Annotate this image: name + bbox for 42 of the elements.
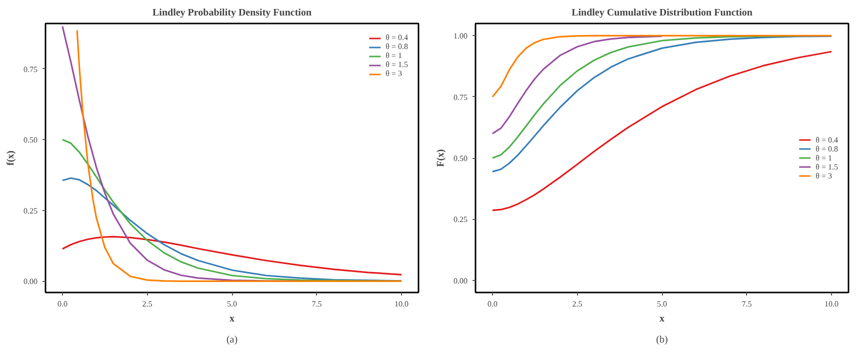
x-axis-title: x xyxy=(660,314,664,324)
legend-label: θ = 3 xyxy=(816,171,833,180)
y-tick-label: 0.50 xyxy=(24,136,38,145)
y-axis-title: f(x) xyxy=(6,150,16,166)
x-tick-label: 0.0 xyxy=(487,300,498,308)
legend-label: θ = 1.5 xyxy=(386,60,408,69)
x-tick-label: 10.0 xyxy=(824,300,839,308)
x-tick-label: 10.0 xyxy=(394,300,409,308)
y-tick-label: 1.00 xyxy=(454,32,468,41)
y-tick-label: 0.25 xyxy=(24,206,38,216)
line-series xyxy=(62,236,402,276)
x-tick-label: 5.0 xyxy=(657,300,667,308)
line-series xyxy=(62,177,402,282)
line-series xyxy=(492,34,832,98)
legend-label: θ = 0.4 xyxy=(386,33,408,42)
x-tick-label: 5.0 xyxy=(227,300,237,308)
x-tick-label: 2.5 xyxy=(142,300,152,308)
x-tick-label: 2.5 xyxy=(572,300,582,308)
chart-title: Lindley Probability Density Function xyxy=(152,8,312,18)
legend-label: θ = 1 xyxy=(386,51,403,60)
y-tick-label: 0.75 xyxy=(24,64,38,74)
y-tick-label: 0.00 xyxy=(454,276,468,286)
legend-label: θ = 0.8 xyxy=(386,42,408,51)
legend-label: θ = 1 xyxy=(816,153,833,162)
legend-label: θ = 1.5 xyxy=(816,162,838,171)
chart-title: Lindley Cumulative Distribution Function xyxy=(572,8,753,18)
line-series xyxy=(492,35,663,134)
x-axis-title: x xyxy=(230,314,234,324)
y-axis-title: F(x) xyxy=(436,149,446,167)
legend-label: θ = 3 xyxy=(386,69,403,78)
x-tick-label: 0.0 xyxy=(57,300,68,308)
y-tick-label: 0.50 xyxy=(454,154,468,163)
legend-label: θ = 0.8 xyxy=(816,144,838,153)
y-tick-label: 0.25 xyxy=(454,215,468,224)
line-series xyxy=(492,35,798,159)
y-tick-label: 0.75 xyxy=(454,92,468,102)
text: (b) xyxy=(656,334,668,346)
y-tick-label: 0.00 xyxy=(24,277,38,286)
text: (a) xyxy=(226,334,238,346)
x-tick-label: 7.5 xyxy=(742,300,752,308)
x-tick-label: 7.5 xyxy=(312,300,322,308)
legend-label: θ = 0.4 xyxy=(816,135,838,144)
